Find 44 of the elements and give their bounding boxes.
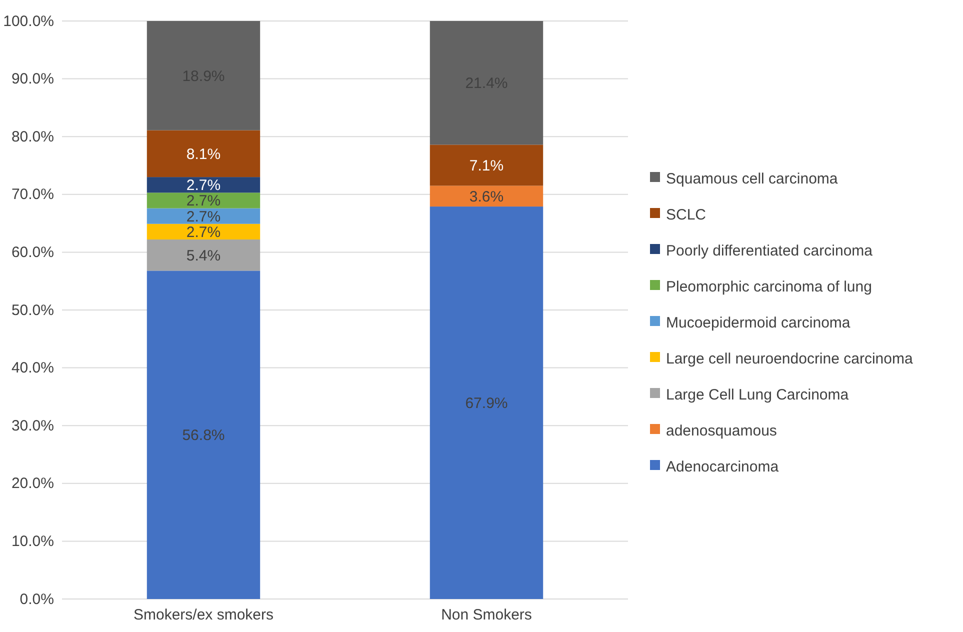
data-label: 3.6% [469,188,504,206]
bar [146,192,260,208]
bar [430,206,544,599]
bar [146,239,260,271]
y-tick-label: 70.0% [11,186,54,204]
legend-label: Adenocarcinoma [666,458,780,476]
y-tick-label: 10.0% [11,533,54,550]
data-label: 2.7% [186,192,221,210]
bar [146,270,260,599]
bar [146,130,260,178]
y-tick-label: 30.0% [11,417,54,434]
data-label: 8.1% [186,146,221,163]
y-tick-label: 40.0% [11,360,54,377]
bar [430,21,544,145]
data-label: 67.9% [465,395,508,412]
x-tick-label: Non Smokers [441,606,532,624]
bar [146,208,260,224]
data-label: 2.7% [186,208,221,226]
data-label: 2.7% [186,177,221,194]
bar [146,21,260,130]
x-tick-label: Smokers/ex smokers [133,606,274,624]
bar [146,177,260,193]
legend-label: Squamous cell carcinoma [666,170,838,188]
bar [430,186,544,207]
data-label: 56.8% [182,427,225,444]
y-tick-label: 80.0% [11,128,54,146]
data-label: 2.7% [186,224,221,241]
y-tick-label: 50.0% [11,302,54,319]
y-tick-label: 100.0% [3,12,54,30]
bar [146,224,260,240]
y-tick-label: 90.0% [11,70,54,88]
legend-label: SCLC [666,206,706,224]
y-tick-label: 0.0% [20,590,54,608]
legend-label: Large cell neuroendocrine carcinoma [666,350,914,368]
legend-label: adenosquamous [666,422,777,440]
bar [430,144,544,186]
legend-label: Mucoepidermoid carcinoma [666,314,851,332]
data-label: 5.4% [186,247,221,264]
legend-label: Large Cell Lung Carcinoma [666,386,850,404]
data-label: 7.1% [469,157,504,174]
legend-label: Pleomorphic carcinoma of lung [666,278,872,296]
legend-label: Poorly differentiated carcinoma [666,242,874,260]
y-tick-label: 20.0% [11,475,54,492]
y-tick-label: 60.0% [11,244,54,261]
